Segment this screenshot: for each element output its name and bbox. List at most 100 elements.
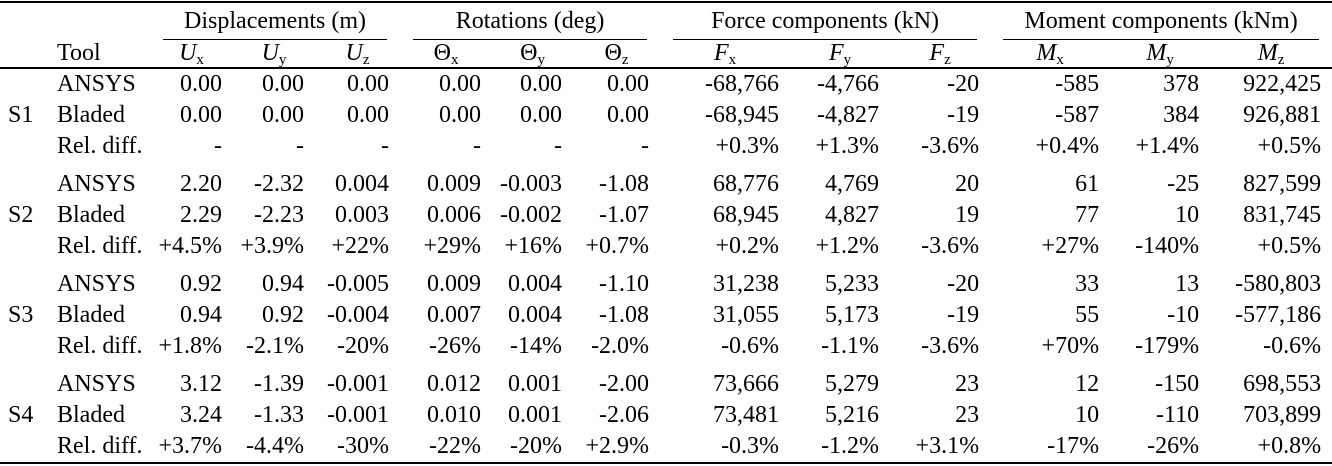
column-symbol: M bbox=[1146, 40, 1167, 66]
value-cell: 0.00 bbox=[347, 102, 390, 128]
value-cell: +29% bbox=[423, 233, 482, 259]
column-symbol: M bbox=[1257, 40, 1278, 66]
section-label-S4: S4 bbox=[8, 402, 34, 428]
value-cell: - bbox=[214, 133, 222, 159]
tool-cell: ANSYS bbox=[57, 171, 136, 197]
value-cell: -4,766 bbox=[817, 71, 880, 97]
value-cell: +4.5% bbox=[158, 233, 222, 259]
value-cell: 0.006 bbox=[427, 202, 482, 228]
column-header-row: Tool Ux Uy Uz Θx Θy Θz Fx Fy Fz Mx My Mz bbox=[0, 40, 1332, 69]
table-row-S4-1: Bladed 3.24 -1.33 -0.001 0.010 0.001 -2.06 73,4… bbox=[0, 400, 1332, 431]
value-cell: +0.7% bbox=[585, 233, 650, 259]
value-cell: +1.3% bbox=[815, 133, 880, 159]
value-cell: +16% bbox=[504, 233, 563, 259]
column-header-mz: Mz bbox=[1210, 40, 1332, 69]
group-header-displacements: Displacements (m) bbox=[150, 2, 400, 40]
value-cell: 0.010 bbox=[427, 402, 482, 428]
section-S3: S3 ANSYS 0.92 0.94 -0.005 0.009 0.004 -1.10 31,2… bbox=[0, 269, 1332, 369]
value-cell: 3.24 bbox=[180, 402, 222, 428]
value-cell: +3.9% bbox=[240, 233, 304, 259]
tool-cell: Bladed bbox=[57, 102, 125, 128]
value-cell: 0.00 bbox=[520, 102, 563, 128]
value-cell: -110 bbox=[1155, 402, 1200, 428]
value-cell: -150 bbox=[1155, 371, 1200, 397]
tool-cell: Rel. diff. bbox=[57, 433, 143, 459]
value-cell: -1.1% bbox=[821, 333, 880, 359]
value-cell: 378 bbox=[1163, 71, 1200, 97]
value-cell: -1.08 bbox=[599, 302, 650, 328]
group-spacer-row bbox=[0, 162, 1332, 169]
value-cell: 31,055 bbox=[713, 302, 780, 328]
value-cell: -19 bbox=[947, 302, 980, 328]
value-cell: 68,945 bbox=[713, 202, 780, 228]
column-header-uz: Uz bbox=[315, 40, 401, 69]
value-cell: 922,425 bbox=[1243, 71, 1322, 97]
column-symbol: F bbox=[828, 40, 844, 66]
value-cell: 0.00 bbox=[439, 102, 482, 128]
value-cell: -2.1% bbox=[246, 333, 304, 359]
column-symbol: U bbox=[179, 40, 197, 66]
corner-cell bbox=[0, 2, 150, 40]
value-cell: - bbox=[296, 133, 304, 159]
column-symbol: Θ bbox=[520, 40, 538, 66]
value-cell: +1.4% bbox=[1135, 133, 1200, 159]
column-header-thetax: Θx bbox=[400, 40, 493, 69]
column-symbol: Θ bbox=[433, 40, 451, 66]
value-cell: -4.4% bbox=[246, 433, 304, 459]
value-cell: 13 bbox=[1175, 271, 1200, 297]
tool-cell: ANSYS bbox=[57, 271, 136, 297]
column-subscript: y bbox=[278, 52, 287, 68]
value-cell: 2.20 bbox=[180, 171, 222, 197]
value-cell: 698,553 bbox=[1243, 371, 1322, 397]
section-S4: S4 ANSYS 3.12 -1.39 -0.001 0.012 0.001 -2.00 73,… bbox=[0, 369, 1332, 463]
group-header-label-moments: Moment components (kNm) bbox=[1003, 5, 1320, 40]
column-subscript: x bbox=[1056, 52, 1064, 68]
value-cell: +27% bbox=[1041, 233, 1100, 259]
value-cell: -2.06 bbox=[599, 402, 650, 428]
table-row-S3-1: Bladed 0.94 0.92 -0.004 0.007 0.004 -1.08 31,05… bbox=[0, 300, 1332, 331]
column-symbol: Θ bbox=[604, 40, 622, 66]
group-header-label-forces: Force components (kN) bbox=[673, 5, 978, 40]
value-cell: +22% bbox=[331, 233, 390, 259]
column-header-fz: Fz bbox=[890, 40, 991, 69]
value-cell: 0.94 bbox=[262, 271, 304, 297]
value-cell: +0.2% bbox=[715, 233, 780, 259]
value-cell: 33 bbox=[1075, 271, 1100, 297]
value-cell: -30% bbox=[337, 433, 390, 459]
value-cell: 0.003 bbox=[335, 202, 390, 228]
value-cell: +2.9% bbox=[585, 433, 650, 459]
value-cell: - bbox=[473, 133, 482, 159]
column-header-thetay: Θy bbox=[492, 40, 574, 69]
value-cell: -22% bbox=[429, 433, 482, 459]
value-cell: 0.94 bbox=[180, 302, 222, 328]
value-cell: 0.00 bbox=[520, 71, 563, 97]
value-cell: -25 bbox=[1167, 171, 1200, 197]
tool-column-header: Tool bbox=[50, 40, 150, 69]
value-cell: -20% bbox=[337, 333, 390, 359]
value-cell: -1.33 bbox=[254, 402, 304, 428]
value-cell: 61 bbox=[1075, 171, 1100, 197]
value-cell: 0.00 bbox=[262, 102, 304, 128]
tool-cell: Rel. diff. bbox=[57, 133, 143, 159]
value-cell: -140% bbox=[1135, 233, 1200, 259]
value-cell: 4,827 bbox=[825, 202, 880, 228]
value-cell: 384 bbox=[1163, 102, 1200, 128]
value-cell: -1.39 bbox=[254, 371, 304, 397]
value-cell: -0.6% bbox=[1263, 333, 1322, 359]
table-header: Displacements (m) Rotations (deg) Force co… bbox=[0, 2, 1332, 69]
value-cell: -20 bbox=[947, 271, 980, 297]
column-header-ux: Ux bbox=[150, 40, 233, 69]
value-cell: 0.001 bbox=[508, 371, 563, 397]
value-cell: -0.004 bbox=[327, 302, 390, 328]
column-header-mx: Mx bbox=[990, 40, 1111, 69]
value-cell: +0.3% bbox=[715, 133, 780, 159]
value-cell: -68,766 bbox=[705, 71, 780, 97]
group-header-label-rotations: Rotations (deg) bbox=[413, 5, 648, 40]
value-cell: 0.92 bbox=[180, 271, 222, 297]
value-cell: 0.001 bbox=[508, 402, 563, 428]
value-cell: -20 bbox=[947, 71, 980, 97]
group-header-moments: Moment components (kNm) bbox=[990, 2, 1332, 40]
group-header-forces: Force components (kN) bbox=[660, 2, 990, 40]
value-cell: +1.2% bbox=[815, 233, 880, 259]
